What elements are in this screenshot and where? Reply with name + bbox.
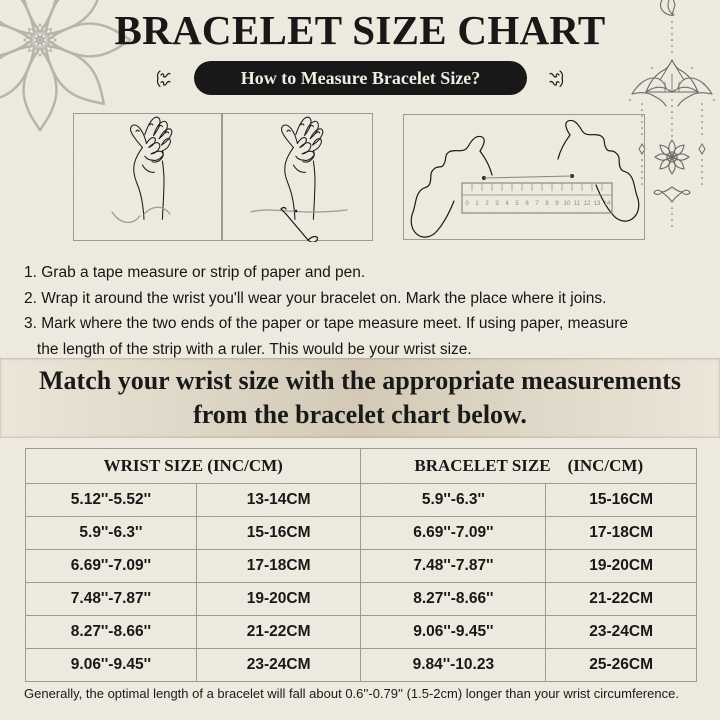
svg-text:14: 14: [604, 201, 611, 207]
svg-text:11: 11: [574, 201, 581, 207]
svg-text:4: 4: [505, 201, 509, 207]
svg-text:3: 3: [495, 201, 499, 207]
svg-text:6: 6: [525, 201, 529, 207]
svg-text:0: 0: [465, 201, 469, 207]
svg-text:10: 10: [564, 201, 571, 207]
svg-text:7: 7: [535, 201, 539, 207]
svg-text:8: 8: [545, 201, 549, 207]
svg-text:2: 2: [485, 201, 489, 207]
svg-text:1: 1: [475, 201, 479, 207]
svg-text:12: 12: [584, 201, 591, 207]
svg-text:13: 13: [594, 201, 601, 207]
svg-text:5: 5: [515, 201, 519, 207]
svg-text:9: 9: [555, 201, 559, 207]
